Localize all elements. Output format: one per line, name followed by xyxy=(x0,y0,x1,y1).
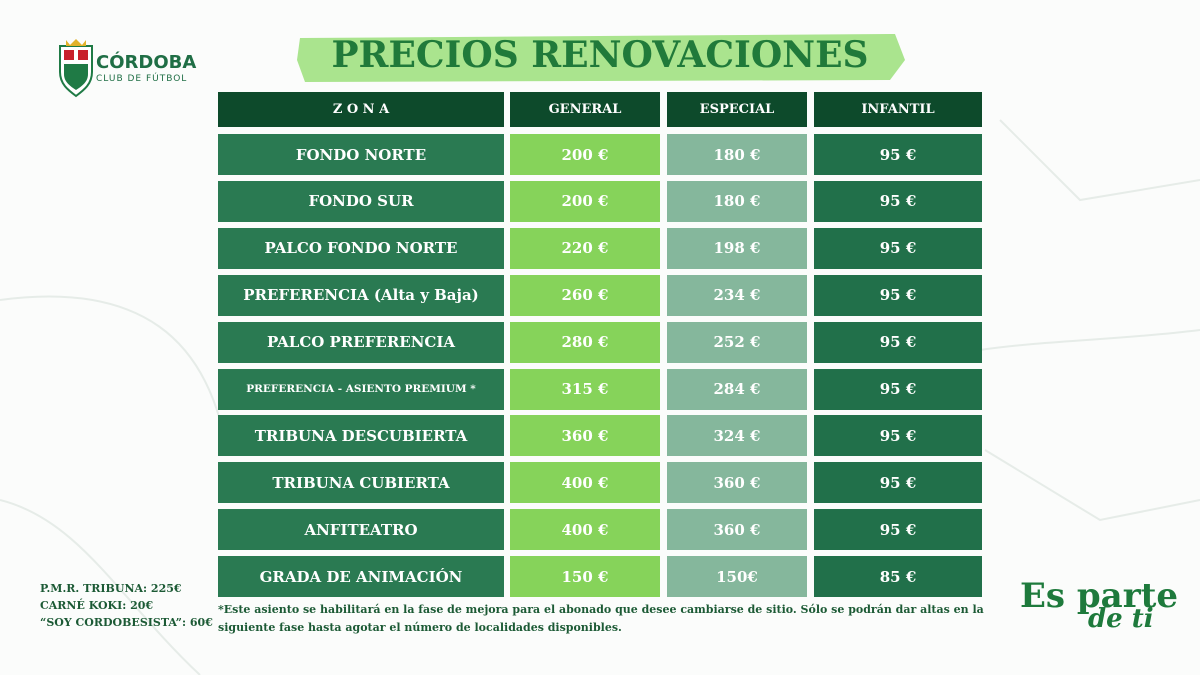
column-header: ESPECIAL xyxy=(667,92,807,127)
zone-cell: PREFERENCIA (Alta y Baja) xyxy=(218,274,504,316)
price-cell: 284 € xyxy=(667,368,807,410)
price-cell: 324 € xyxy=(667,415,807,457)
price-cell: 280 € xyxy=(510,321,660,363)
side-note: P.M.R. TRIBUNA: 225€ xyxy=(40,582,182,595)
club-subtitle: CLUB DE FÚTBOL xyxy=(96,74,188,84)
price-cell: 95 € xyxy=(814,227,982,269)
slogan-sub: de ti xyxy=(1088,604,1154,634)
price-cell: 252 € xyxy=(667,321,807,363)
price-cell: 150€ xyxy=(667,556,807,598)
price-cell: 180 € xyxy=(667,180,807,222)
price-cell: 260 € xyxy=(510,274,660,316)
zone-cell: PALCO FONDO NORTE xyxy=(218,227,504,269)
footnote: *Este asiento se habilitará en la fase d… xyxy=(218,603,984,634)
price-cell: 360 € xyxy=(667,462,807,504)
price-cell: 95 € xyxy=(814,274,982,316)
price-cell: 85 € xyxy=(814,556,982,598)
price-cell: 180 € xyxy=(667,134,807,175)
title-highlight xyxy=(297,34,905,82)
column-header: Z O N A xyxy=(218,92,504,127)
zone-cell: TRIBUNA DESCUBIERTA xyxy=(218,415,504,457)
club-crest xyxy=(59,39,93,98)
price-cell: 95 € xyxy=(814,415,982,457)
zone-cell: PREFERENCIA - ASIENTO PREMIUM * xyxy=(218,368,504,410)
price-cell: 150 € xyxy=(510,556,660,598)
slogan-main: Es parte xyxy=(1020,576,1178,616)
zone-cell: TRIBUNA CUBIERTA xyxy=(218,462,504,504)
column-header: INFANTIL xyxy=(814,92,982,127)
price-cell: 360 € xyxy=(667,509,807,551)
price-cell: 200 € xyxy=(510,180,660,222)
price-cell: 198 € xyxy=(667,227,807,269)
price-cell: 220 € xyxy=(510,227,660,269)
price-cell: 400 € xyxy=(510,509,660,551)
club-name: CÓRDOBA xyxy=(96,52,197,73)
zone-cell: ANFITEATRO xyxy=(218,509,504,551)
side-notes: P.M.R. TRIBUNA: 225€ CARNÉ KOKI: 20€ “SO… xyxy=(40,580,213,631)
price-cell: 234 € xyxy=(667,274,807,316)
price-cell: 200 € xyxy=(510,134,660,175)
side-note: “SOY CORDOBESISTA”: 60€ xyxy=(40,616,213,629)
price-cell: 400 € xyxy=(510,462,660,504)
price-cell: 315 € xyxy=(510,368,660,410)
price-cell: 95 € xyxy=(814,368,982,410)
price-cell: 95 € xyxy=(814,462,982,504)
zone-cell: FONDO SUR xyxy=(218,180,504,222)
zone-cell: GRADA DE ANIMACIÓN xyxy=(218,556,504,598)
price-cell: 95 € xyxy=(814,321,982,363)
price-cell: 95 € xyxy=(814,509,982,551)
column-header: GENERAL xyxy=(510,92,660,127)
zone-cell: FONDO NORTE xyxy=(218,134,504,175)
price-cell: 95 € xyxy=(814,134,982,175)
title: PRECIOS RENOVACIONES xyxy=(331,34,869,76)
price-cell: 360 € xyxy=(510,415,660,457)
side-note: CARNÉ KOKI: 20€ xyxy=(40,599,154,612)
zone-cell: PALCO PREFERENCIA xyxy=(218,321,504,363)
price-cell: 95 € xyxy=(814,180,982,222)
